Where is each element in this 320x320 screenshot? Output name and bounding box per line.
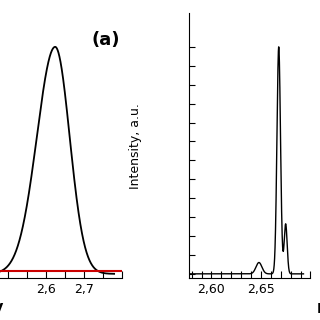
Text: eV: eV bbox=[0, 302, 3, 316]
Text: En: En bbox=[316, 302, 320, 316]
Text: (a): (a) bbox=[91, 31, 120, 49]
Y-axis label: Intensity, a.u.: Intensity, a.u. bbox=[129, 103, 142, 188]
